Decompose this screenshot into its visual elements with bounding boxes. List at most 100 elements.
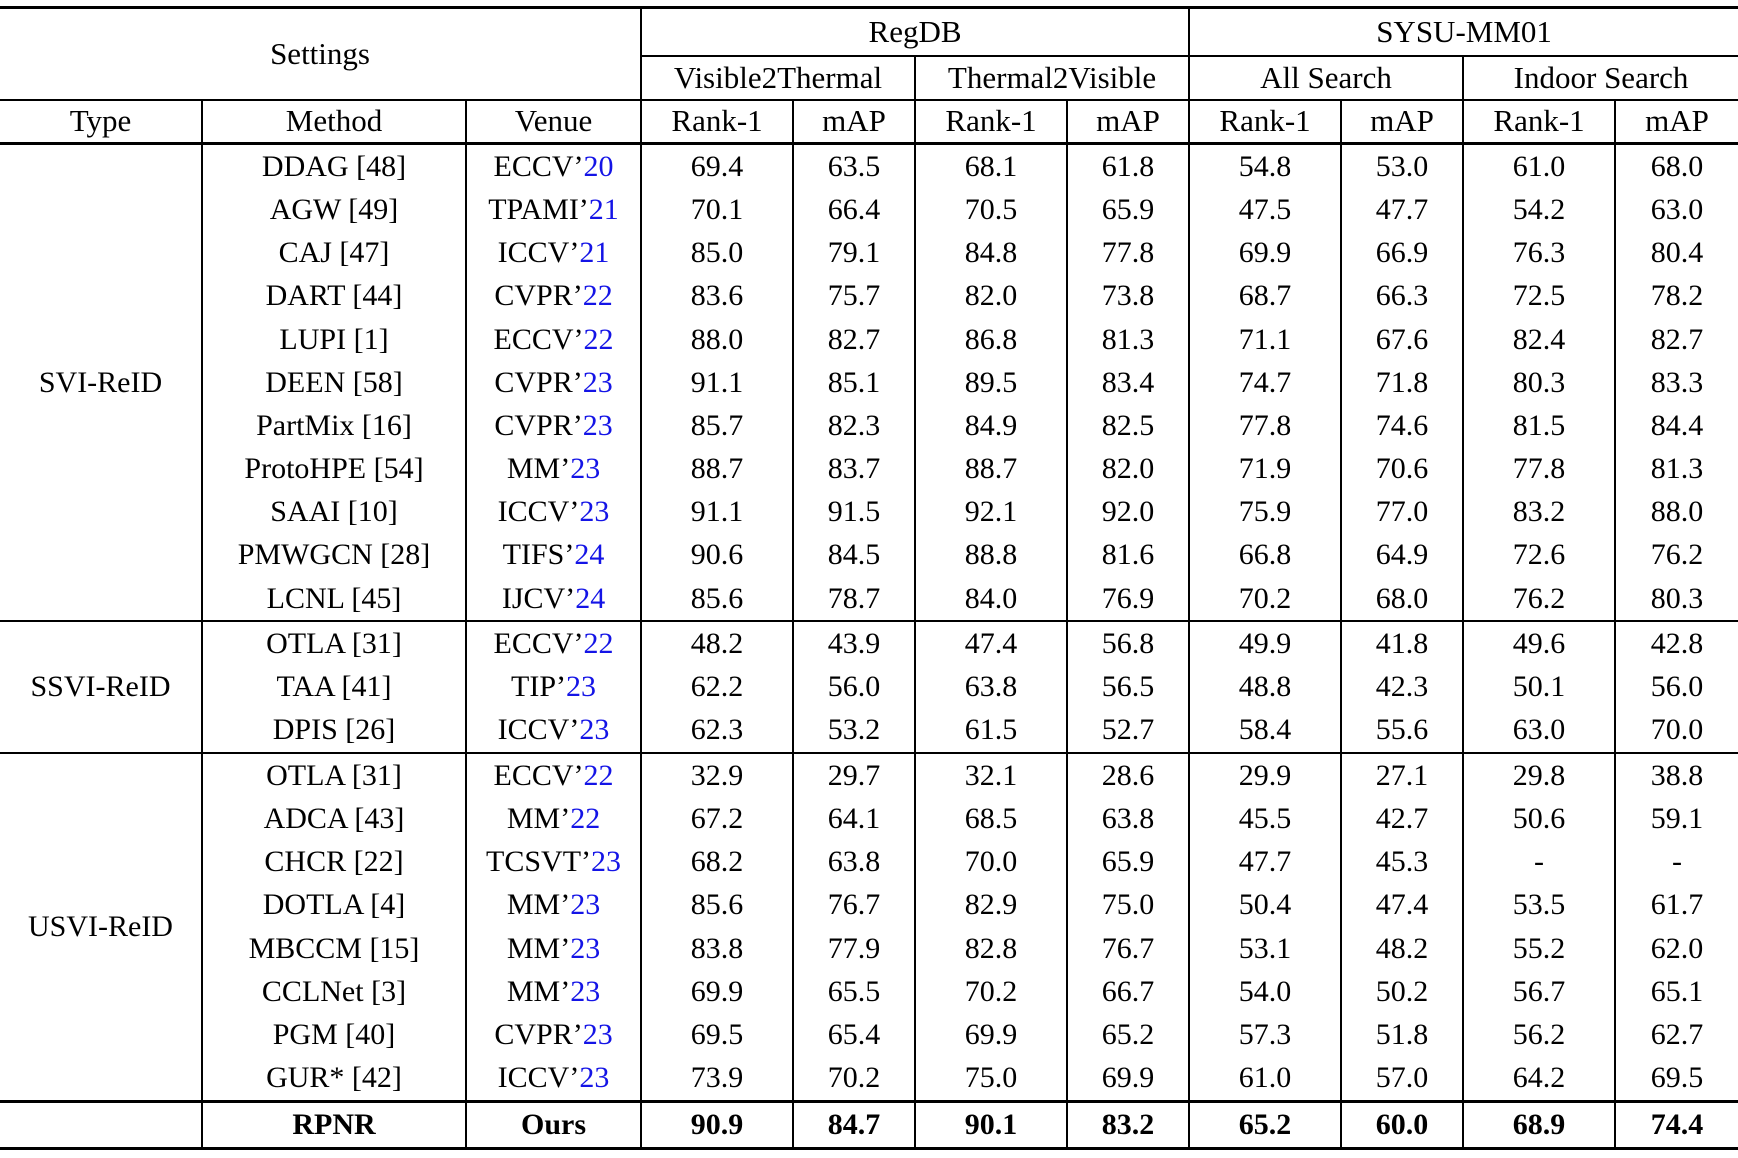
cell-value: 84.9 bbox=[914, 404, 1068, 448]
cell-value: 77.8 bbox=[1188, 404, 1342, 448]
cell-venue: TPAMI’21 bbox=[464, 188, 642, 232]
cell-venue: ICCV’21 bbox=[464, 231, 642, 275]
cell-value: 67.6 bbox=[1340, 317, 1464, 362]
cell-value: 64.2 bbox=[1462, 1056, 1616, 1102]
cell-value: 50.2 bbox=[1340, 970, 1464, 1014]
cell-value: 59.1 bbox=[1614, 797, 1738, 841]
cell-value: 83.7 bbox=[792, 447, 916, 491]
cell-value: 56.0 bbox=[792, 665, 916, 709]
cell-value: 82.0 bbox=[914, 274, 1068, 318]
col-header-map: mAP bbox=[792, 99, 916, 145]
cell-value: 51.8 bbox=[1340, 1013, 1464, 1057]
venue-year: 24 bbox=[574, 538, 605, 572]
cell-method: DOTLA [4] bbox=[201, 883, 466, 927]
venue-year: 23 bbox=[570, 451, 601, 485]
cell-value: 38.8 bbox=[1614, 752, 1738, 798]
cell-value: 50.1 bbox=[1462, 665, 1616, 709]
cell-value: 49.9 bbox=[1188, 620, 1342, 666]
cell-method: PartMix [16] bbox=[201, 404, 466, 448]
header-regdb: RegDB bbox=[640, 7, 1190, 57]
cell-value: 69.5 bbox=[1614, 1056, 1738, 1102]
cell-value: 47.4 bbox=[1340, 883, 1464, 927]
cell-value: 57.3 bbox=[1188, 1013, 1342, 1057]
cell-value: 88.0 bbox=[640, 317, 794, 362]
cell-value: 43.9 bbox=[792, 620, 916, 666]
cell-value: 80.3 bbox=[1614, 576, 1738, 622]
cell-type bbox=[0, 1099, 202, 1149]
cell-venue: MM’22 bbox=[464, 797, 642, 841]
cell-value: 41.8 bbox=[1340, 620, 1464, 666]
venue-year: 23 bbox=[579, 495, 610, 529]
cell-value: 42.8 bbox=[1614, 620, 1738, 666]
cell-value: 47.4 bbox=[914, 620, 1068, 666]
venue-year: 22 bbox=[583, 758, 614, 792]
cell-value: 85.7 bbox=[640, 404, 794, 448]
cell-value: 68.0 bbox=[1614, 143, 1738, 189]
venue-name: ECCV’ bbox=[493, 626, 584, 660]
venue-name: MM’ bbox=[506, 931, 571, 965]
cell-value: 48.2 bbox=[1340, 927, 1464, 971]
cell-value: 66.7 bbox=[1066, 970, 1190, 1014]
cell-value: 65.1 bbox=[1614, 970, 1738, 1014]
cell-value: 42.7 bbox=[1340, 797, 1464, 841]
col-header-method: Method bbox=[201, 99, 466, 145]
venue-year: 23 bbox=[579, 1061, 610, 1095]
cell-value: 75.0 bbox=[1066, 883, 1190, 927]
table-row: ProtoHPE [54] MM’23 88.7 83.7 88.7 82.0 71.9 70… bbox=[0, 447, 1738, 491]
cell-value: 56.2 bbox=[1462, 1013, 1616, 1057]
table-row: DOTLA [4] MM’23 85.6 76.7 82.9 75.0 50.4 47.4 53… bbox=[0, 883, 1738, 927]
venue-name: ECCV’ bbox=[493, 322, 584, 356]
cell-value: 65.5 bbox=[792, 970, 916, 1014]
cell-value: 77.9 bbox=[792, 927, 916, 971]
cell-value: 73.9 bbox=[640, 1056, 794, 1102]
cell-value: 56.5 bbox=[1066, 665, 1190, 709]
table-row: TAA [41] TIP’23 62.2 56.0 63.8 56.5 48.8 42.3 50… bbox=[0, 665, 1738, 709]
cell-venue: CVPR’22 bbox=[464, 274, 642, 318]
cell-value: 77.8 bbox=[1066, 231, 1190, 275]
cell-value: 84.5 bbox=[792, 533, 916, 577]
table-row: LCNL [45] IJCV’24 85.6 78.7 84.0 76.9 70.2 68.0… bbox=[0, 576, 1738, 622]
cell-value: 75.9 bbox=[1188, 490, 1342, 534]
table-row: ADCA [43] MM’22 67.2 64.1 68.5 63.8 45.5 42.7 50… bbox=[0, 797, 1738, 841]
cell-value: 58.4 bbox=[1188, 708, 1342, 754]
cell-value: - bbox=[1614, 840, 1738, 884]
cell-value: 64.9 bbox=[1340, 533, 1464, 577]
cell-value: 69.4 bbox=[640, 143, 794, 189]
venue-name: MM’ bbox=[506, 974, 571, 1008]
cell-method: ADCA [43] bbox=[201, 797, 466, 841]
cell-value: 78.2 bbox=[1614, 274, 1738, 318]
cell-value: 69.5 bbox=[640, 1013, 794, 1057]
cell-method: DART [44] bbox=[201, 274, 466, 318]
cell-value: 92.1 bbox=[914, 490, 1068, 534]
cell-value: 61.7 bbox=[1614, 883, 1738, 927]
cell-value: 29.8 bbox=[1462, 752, 1616, 798]
cell-value: 69.9 bbox=[640, 970, 794, 1014]
cell-value: 68.2 bbox=[640, 840, 794, 884]
cell-value: 66.8 bbox=[1188, 533, 1342, 577]
cell-value: 83.8 bbox=[640, 927, 794, 971]
cell-value: 63.8 bbox=[1066, 797, 1190, 841]
venue-name: ICCV’ bbox=[497, 1061, 580, 1095]
cell-method: OTLA [31] bbox=[201, 620, 466, 666]
cell-value: 81.6 bbox=[1066, 533, 1190, 577]
header-columns-row: Type Method Venue Rank-1 mAP Rank-1 mAP … bbox=[0, 99, 1738, 145]
cell-value: 54.2 bbox=[1462, 188, 1616, 232]
cell-value: 50.4 bbox=[1188, 883, 1342, 927]
cell-value: 84.4 bbox=[1614, 404, 1738, 448]
cell-method: LCNL [45] bbox=[201, 576, 466, 622]
cell-value: 68.1 bbox=[914, 143, 1068, 189]
venue-name: ECCV’ bbox=[493, 149, 584, 183]
cell-value: 70.2 bbox=[792, 1056, 916, 1102]
cell-value: 90.1 bbox=[914, 1099, 1068, 1149]
cell-value: 82.0 bbox=[1066, 447, 1190, 491]
cell-value: 65.2 bbox=[1066, 1013, 1190, 1057]
cell-value: 56.8 bbox=[1066, 620, 1190, 666]
cell-value: 49.6 bbox=[1462, 620, 1616, 666]
cell-value: 88.0 bbox=[1614, 490, 1738, 534]
header-sysu-mm01: SYSU-MM01 bbox=[1188, 7, 1738, 57]
cell-value: 82.8 bbox=[914, 927, 1068, 971]
venue-year: 23 bbox=[566, 670, 597, 704]
cell-value: 55.6 bbox=[1340, 708, 1464, 754]
table-row: PartMix [16] CVPR’23 85.7 82.3 84.9 82.5 77.8 7… bbox=[0, 404, 1738, 448]
cell-method: PGM [40] bbox=[201, 1013, 466, 1057]
